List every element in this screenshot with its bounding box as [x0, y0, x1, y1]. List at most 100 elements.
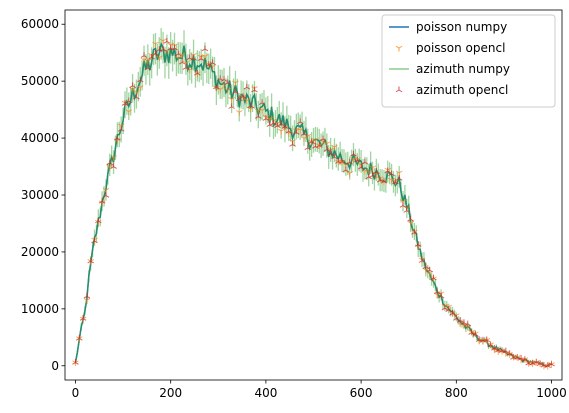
marker-stroke	[117, 129, 122, 132]
marker-stroke	[178, 61, 183, 65]
marker-stroke	[437, 291, 441, 295]
marker-stroke	[270, 122, 274, 126]
marker-stroke	[303, 133, 308, 136]
marker-stroke	[266, 116, 270, 120]
x-axis-ticks: 0 200 400 600 800 1000	[72, 380, 567, 400]
marker-stroke	[299, 127, 304, 131]
marker-stroke	[368, 176, 373, 180]
marker-stroke	[505, 350, 510, 354]
marker-stroke	[513, 355, 518, 358]
marker-stroke	[315, 145, 320, 148]
marker-stroke	[190, 57, 194, 61]
marker-stroke	[281, 126, 286, 129]
marker-stroke	[548, 363, 552, 367]
marker-stroke	[270, 118, 274, 122]
marker-stroke	[274, 125, 278, 128]
marker-stroke	[308, 141, 312, 145]
marker-stroke	[262, 114, 267, 118]
marker-stroke	[197, 72, 201, 76]
marker-stroke	[533, 361, 537, 365]
marker-stroke	[483, 339, 488, 343]
marker-stroke	[75, 362, 79, 365]
marker-stroke	[91, 240, 95, 244]
marker-stroke	[171, 43, 175, 47]
marker-stroke	[102, 195, 107, 198]
marker-stroke	[189, 67, 194, 71]
x-tick-label: 400	[254, 386, 277, 400]
marker-stroke	[296, 132, 300, 135]
marker-stroke	[200, 58, 205, 61]
marker-stroke	[449, 312, 453, 316]
marker-stroke	[387, 167, 392, 171]
marker-stroke	[76, 338, 80, 341]
marker-stroke	[440, 291, 445, 295]
marker-stroke	[231, 97, 235, 100]
marker-stroke	[539, 363, 544, 367]
marker-stroke	[365, 169, 369, 173]
marker-stroke	[147, 67, 152, 71]
marker-stroke	[388, 173, 392, 177]
marker-stroke	[151, 56, 155, 60]
marker-stroke	[524, 357, 529, 360]
marker-stroke	[357, 162, 362, 166]
marker-stroke	[209, 62, 213, 66]
marker-stroke	[132, 85, 136, 89]
marker-stroke	[471, 329, 475, 333]
marker-stroke	[136, 96, 140, 100]
marker-stroke	[312, 138, 316, 141]
marker-stroke	[247, 105, 251, 109]
marker-stroke	[273, 122, 277, 126]
legend: poisson numpy poisson opencl azimuth numpy…	[381, 14, 556, 108]
marker-stroke	[258, 102, 263, 106]
marker-stroke	[395, 178, 400, 181]
marker-stroke	[323, 149, 328, 152]
marker-stroke	[155, 53, 159, 56]
marker-stroke	[399, 205, 404, 208]
marker-stroke	[228, 106, 232, 109]
marker-stroke	[357, 157, 361, 160]
marker-stroke	[155, 49, 160, 52]
marker-stroke	[204, 48, 209, 52]
marker-stroke	[101, 201, 106, 204]
marker-stroke	[327, 153, 331, 156]
marker-stroke	[338, 161, 343, 164]
marker-stroke	[536, 363, 541, 367]
marker-stroke	[87, 258, 91, 262]
marker-stroke	[407, 218, 411, 222]
marker-stroke	[277, 121, 281, 124]
marker-stroke	[517, 355, 521, 358]
marker-stroke	[174, 47, 178, 51]
marker-stroke	[395, 89, 400, 93]
marker-stroke	[102, 187, 107, 191]
marker-stroke	[475, 334, 479, 337]
marker-stroke	[159, 38, 164, 42]
x-tick-label: 600	[350, 386, 373, 400]
marker-stroke	[185, 67, 190, 70]
marker-stroke	[373, 171, 377, 175]
marker-stroke	[411, 229, 415, 233]
marker-stroke	[155, 55, 160, 59]
marker-stroke	[167, 47, 171, 51]
marker-stroke	[349, 171, 353, 174]
marker-stroke	[433, 277, 437, 281]
marker-stroke	[98, 201, 103, 204]
marker-stroke	[322, 138, 327, 142]
marker-stroke	[246, 86, 251, 90]
marker-stroke	[163, 41, 168, 44]
marker-stroke	[266, 124, 270, 127]
marker-stroke	[152, 53, 156, 56]
marker-stroke	[194, 72, 198, 76]
marker-stroke	[220, 82, 225, 86]
marker-stroke	[529, 362, 533, 366]
marker-stroke	[398, 170, 403, 174]
marker-stroke	[178, 53, 182, 57]
marker-stroke	[414, 244, 419, 247]
marker-stroke	[494, 347, 498, 351]
marker-stroke	[418, 257, 423, 261]
marker-stroke	[243, 98, 248, 102]
marker-stroke	[224, 87, 229, 91]
marker-stroke	[174, 43, 178, 47]
marker-stroke	[399, 199, 404, 202]
marker-stroke	[139, 79, 144, 83]
marker-stroke	[448, 304, 452, 308]
